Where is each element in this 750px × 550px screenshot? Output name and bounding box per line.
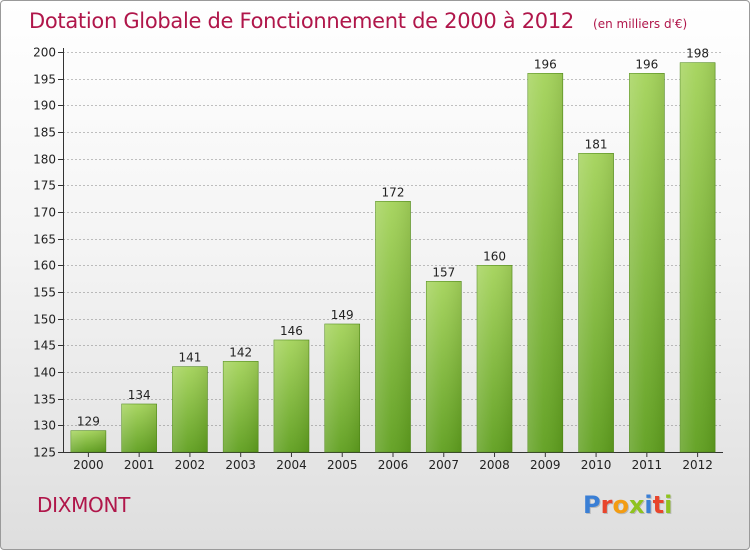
- logo-letter: o: [612, 491, 629, 519]
- y-tick-label: 150: [33, 313, 56, 327]
- chart-title: Dotation Globale de Fonctionnement de 20…: [29, 9, 574, 33]
- x-tick-label: 2002: [175, 458, 206, 472]
- bar-sheen: [172, 366, 208, 452]
- x-tick-label: 2000: [73, 458, 104, 472]
- y-tick-label: 155: [33, 286, 56, 300]
- x-tick-label: 2003: [225, 458, 256, 472]
- data-label: 142: [229, 345, 252, 359]
- logo-letter: t: [652, 491, 665, 519]
- bar-sheen: [121, 404, 157, 452]
- x-tick-label: 2012: [682, 458, 713, 472]
- y-tick-label: 145: [33, 339, 56, 353]
- data-label: 129: [77, 415, 100, 429]
- x-tick-label: 2004: [276, 458, 307, 472]
- data-label: 198: [686, 47, 709, 61]
- commune-name: DIXMONT: [37, 493, 131, 517]
- bar-sheen: [477, 265, 513, 452]
- x-tick-label: 2009: [530, 458, 561, 472]
- bar-sheen: [273, 340, 309, 452]
- data-label: 196: [534, 57, 557, 71]
- data-label: 181: [585, 137, 608, 151]
- bar-sheen: [578, 153, 614, 453]
- y-tick-label: 175: [33, 179, 56, 193]
- logo-letter: r: [600, 491, 613, 519]
- bar-sheen: [375, 201, 411, 452]
- y-tick-label: 185: [33, 126, 56, 140]
- bar-sheen: [527, 73, 563, 452]
- y-tick-label: 125: [33, 446, 56, 460]
- y-tick-label: 160: [33, 259, 56, 273]
- bar-sheen: [70, 430, 106, 452]
- x-tick-label: 2001: [124, 458, 155, 472]
- y-tick-label: 135: [33, 393, 56, 407]
- axis-layer: 125 130 135 140 145 150 155 160 165 170 175 180 185 1…: [33, 46, 723, 472]
- data-label: 172: [382, 185, 405, 199]
- y-tick-label: 170: [33, 206, 56, 220]
- x-tick-label: 2008: [479, 458, 510, 472]
- bar-sheen: [629, 73, 665, 452]
- y-tick-label: 190: [33, 99, 56, 113]
- data-label: 157: [432, 265, 455, 279]
- logo-letter: i: [664, 491, 673, 519]
- x-tick-label: 2005: [327, 458, 358, 472]
- x-tick-label: 2010: [581, 458, 612, 472]
- data-label: 160: [483, 249, 506, 263]
- bar-sheen: [324, 324, 360, 452]
- x-tick-label: 2006: [378, 458, 409, 472]
- data-label: 149: [331, 308, 354, 322]
- x-tick-label: 2011: [632, 458, 663, 472]
- title-row: Dotation Globale de Fonctionnement de 20…: [29, 9, 687, 33]
- y-tick-label: 200: [33, 46, 56, 60]
- data-label: 141: [178, 351, 201, 365]
- proxiti-logo[interactable]: Proxiti: [583, 491, 672, 519]
- bar-sheen: [426, 281, 462, 452]
- bar-layer: [70, 62, 716, 453]
- y-tick-label: 180: [33, 153, 56, 167]
- bar-sheen: [223, 361, 259, 452]
- chart-unit: (en milliers d'€): [593, 17, 688, 31]
- data-label: 146: [280, 324, 303, 338]
- bar-sheen: [680, 62, 716, 453]
- y-tick-label: 140: [33, 366, 56, 380]
- y-tick-label: 130: [33, 419, 56, 433]
- x-tick-label: 2007: [428, 458, 459, 472]
- data-label: 134: [128, 388, 151, 402]
- y-tick-label: 165: [33, 233, 56, 247]
- data-label: 196: [635, 57, 658, 71]
- logo-letter: x: [628, 491, 645, 519]
- label-layer: 129 134 141 142 146 149 172 157 160 196 181 196 198: [77, 47, 709, 429]
- y-tick-label: 195: [33, 73, 56, 87]
- logo-letter: P: [583, 491, 601, 519]
- logo-letter: i: [644, 491, 653, 519]
